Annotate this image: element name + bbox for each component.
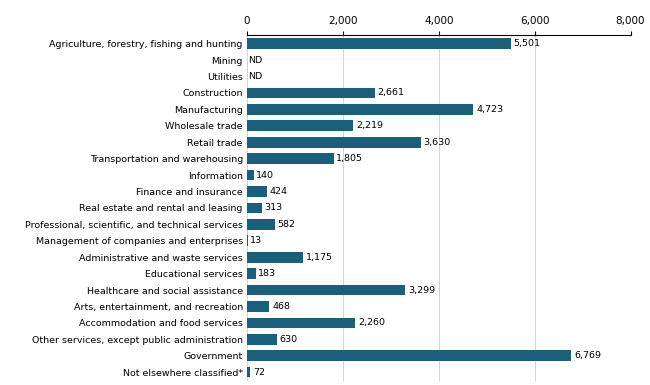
Bar [247, 318, 356, 328]
Bar [247, 38, 511, 49]
Bar [247, 350, 571, 361]
Text: 13: 13 [250, 236, 263, 245]
Bar [247, 88, 374, 98]
Text: 582: 582 [278, 220, 296, 229]
Text: 3,299: 3,299 [408, 286, 435, 295]
Bar [247, 252, 304, 263]
Text: 6,769: 6,769 [574, 351, 601, 360]
Bar [247, 104, 473, 115]
Text: 4,723: 4,723 [476, 105, 503, 114]
Bar [247, 170, 254, 181]
Text: ND: ND [248, 55, 262, 65]
Text: 313: 313 [265, 203, 283, 213]
Bar [247, 334, 277, 345]
Bar [247, 268, 255, 279]
Text: 5,501: 5,501 [514, 39, 540, 48]
Text: 2,219: 2,219 [356, 121, 383, 130]
Bar [247, 285, 405, 295]
Text: 183: 183 [259, 269, 276, 278]
Text: 1,805: 1,805 [336, 154, 363, 163]
Text: 468: 468 [272, 302, 290, 311]
Text: 140: 140 [256, 171, 274, 179]
Text: 424: 424 [270, 187, 288, 196]
Bar [247, 137, 421, 147]
Text: 630: 630 [280, 335, 298, 344]
Bar [247, 301, 270, 312]
Text: 72: 72 [253, 368, 265, 377]
Text: 3,630: 3,630 [424, 138, 451, 147]
Bar [247, 186, 267, 197]
Text: 1,175: 1,175 [306, 253, 333, 262]
Text: 2,260: 2,260 [358, 318, 385, 327]
Text: ND: ND [248, 72, 262, 81]
Bar [247, 153, 333, 164]
Bar [247, 219, 275, 230]
Text: 2,661: 2,661 [377, 89, 404, 97]
Bar [247, 121, 354, 131]
Bar [247, 203, 262, 213]
Bar [247, 367, 250, 377]
